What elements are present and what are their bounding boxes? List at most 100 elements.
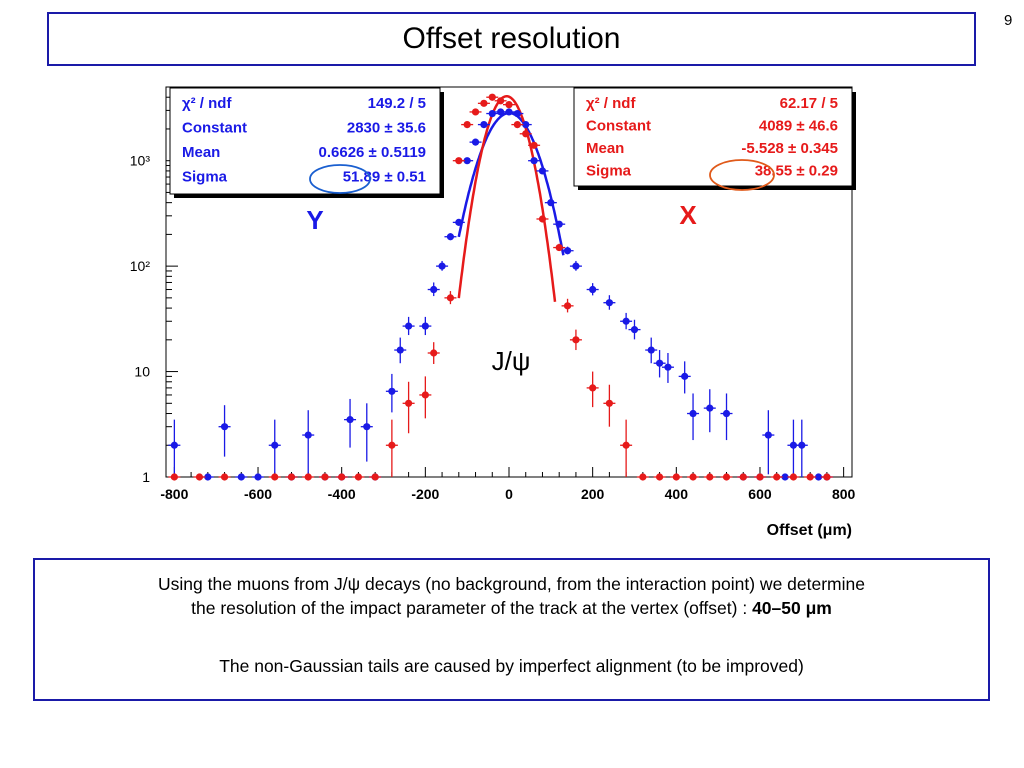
- description-line-3: The non-Gaussian tails are caused by imp…: [219, 656, 804, 676]
- data-point: [237, 473, 245, 481]
- data-point: [405, 322, 413, 330]
- data-point: [739, 473, 747, 481]
- data-point: [505, 101, 513, 109]
- data-point: [497, 108, 505, 116]
- stat-value: 2830 ± 35.6: [347, 120, 426, 137]
- data-point: [363, 423, 371, 431]
- stat-value: 0.6626 ± 0.5119: [319, 144, 427, 161]
- data-point: [488, 93, 496, 101]
- data-point: [287, 473, 296, 481]
- data-point: [513, 120, 521, 129]
- data-point: [756, 473, 764, 481]
- data-point: [522, 120, 530, 129]
- y-tick-label: 10²: [130, 258, 151, 274]
- data-point: [513, 109, 521, 118]
- description-line-2-text: the resolution of the impact parameter o…: [191, 598, 753, 618]
- data-point: [471, 108, 480, 116]
- data-point: [405, 399, 413, 407]
- data-point: [538, 215, 547, 223]
- data-point: [530, 141, 538, 149]
- data-point: [689, 409, 697, 418]
- data-point: [814, 473, 823, 481]
- data-point: [630, 326, 639, 334]
- data-point: [321, 473, 329, 481]
- data-point: [338, 473, 346, 481]
- data-point: [497, 97, 505, 105]
- data-point: [170, 441, 178, 449]
- data-point: [254, 473, 262, 481]
- data-point: [471, 138, 480, 146]
- data-point: [220, 473, 229, 481]
- data-point: [530, 157, 538, 165]
- data-point: [463, 120, 471, 129]
- stat-box-y: χ² / ndf 149.2 / 5 Constant 2830 ± 35.6 Mean…: [169, 87, 444, 198]
- data-point: [806, 473, 814, 481]
- data-point: [689, 473, 697, 481]
- data-point: [572, 262, 580, 270]
- data-point: [647, 346, 655, 354]
- sigma-highlight-ellipse: [709, 159, 775, 191]
- stat-box-x: χ² / ndf 62.17 / 5 Constant 4089 ± 46.6 Mean…: [573, 87, 856, 191]
- data-point: [605, 399, 613, 407]
- x-tick-label: 800: [832, 486, 856, 502]
- data-point: [572, 336, 580, 344]
- x-tick-label: -200: [411, 486, 439, 502]
- data-point: [354, 473, 363, 481]
- x-tick-label: 200: [581, 486, 605, 502]
- data-point: [388, 387, 396, 395]
- data-point: [789, 441, 798, 449]
- data-point: [271, 473, 279, 481]
- data-point: [823, 473, 831, 481]
- x-tick-label: -400: [328, 486, 356, 502]
- stat-label: χ² / ndf: [182, 95, 232, 112]
- slide-title-box: Offset resolution: [47, 12, 976, 66]
- data-point: [538, 167, 547, 175]
- data-point: [681, 372, 689, 380]
- data-point: [622, 317, 630, 325]
- offset-histogram-chart: -800 -600 -400 -200 0 200 400 600 800 1 10 10² 10³ Of…: [130, 86, 856, 539]
- data-point: [563, 302, 572, 310]
- data-point: [480, 120, 488, 129]
- data-point: [655, 473, 664, 481]
- data-point: [589, 384, 597, 392]
- stat-value: 38.55 ± 0.29: [755, 163, 838, 180]
- data-point: [706, 473, 714, 481]
- data-point: [722, 473, 731, 481]
- description-line-2: the resolution of the impact parameter o…: [35, 596, 988, 620]
- stat-value: 51.89 ± 0.51: [343, 169, 426, 186]
- x-tick-label: 600: [748, 486, 772, 502]
- data-point: [555, 220, 563, 228]
- data-point: [304, 431, 312, 439]
- x-tick-label: 400: [665, 486, 689, 502]
- data-point: [555, 243, 563, 252]
- stat-box-frame: [169, 87, 441, 195]
- data-point: [722, 409, 731, 418]
- data-point: [220, 423, 229, 431]
- jpsi-annotation: J/ψ: [492, 346, 531, 376]
- data-point: [438, 262, 446, 270]
- data-point: [446, 294, 455, 302]
- data-point: [563, 247, 572, 255]
- description-box: Using the muons from J/ψ decays (no back…: [33, 558, 990, 701]
- series-x: [168, 93, 833, 481]
- data-point: [304, 473, 312, 481]
- stat-label: Constant: [182, 120, 247, 137]
- data-point: [430, 285, 438, 294]
- y-tick-label: 1: [142, 469, 150, 485]
- data-point: [396, 346, 404, 354]
- data-point: [371, 473, 379, 481]
- slide-title: Offset resolution: [402, 22, 621, 55]
- data-point: [446, 233, 455, 241]
- data-point: [346, 416, 354, 424]
- stat-label: Sigma: [586, 163, 632, 180]
- data-point: [764, 431, 772, 439]
- data-point: [781, 473, 789, 481]
- data-point: [605, 299, 613, 307]
- data-point: [522, 130, 530, 138]
- stat-value: -5.528 ± 0.345: [741, 140, 838, 157]
- data-point: [798, 441, 806, 449]
- data-point: [455, 218, 463, 226]
- fit-curve-x: [457, 94, 557, 302]
- data-point: [639, 473, 647, 481]
- sigma-highlight-ellipse: [309, 164, 371, 194]
